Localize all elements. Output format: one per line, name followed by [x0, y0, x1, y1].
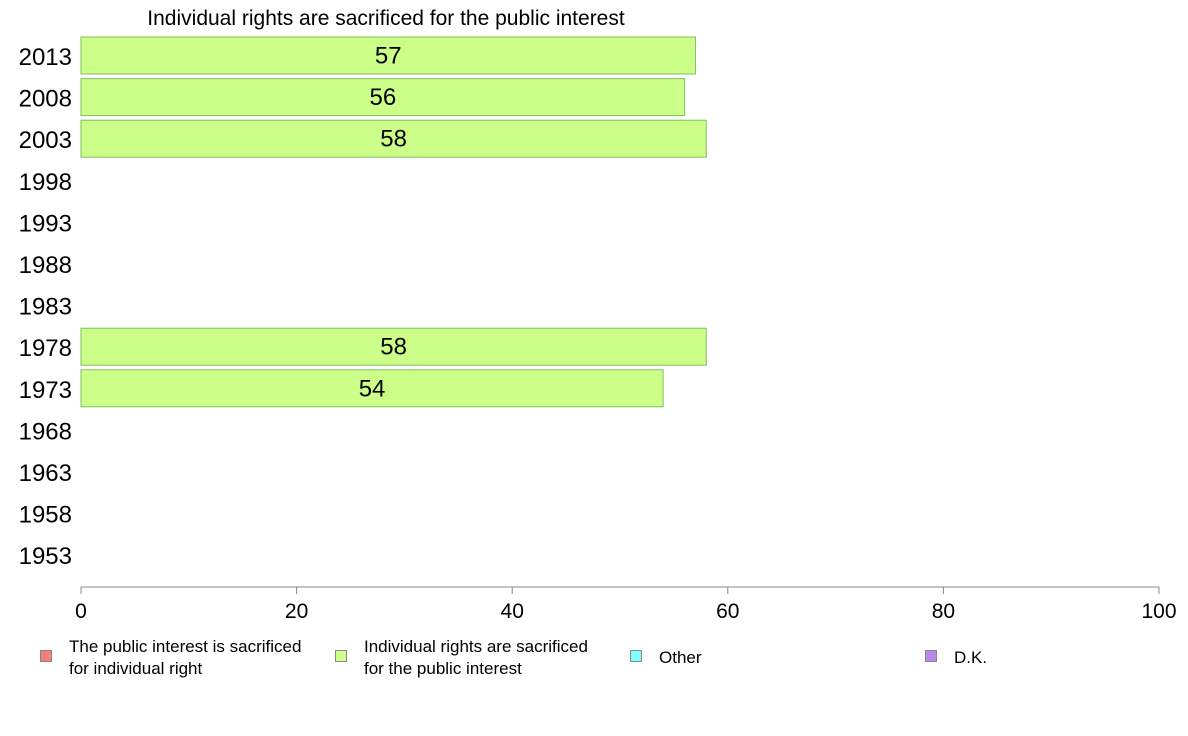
legend-item: D.K. [925, 636, 987, 669]
y-tick-label: 1998 [19, 169, 72, 196]
bar-data-label: 56 [369, 84, 396, 111]
y-tick-label: 1973 [19, 377, 72, 404]
legend-label: D.K. [954, 648, 988, 667]
x-tick-label: 80 [932, 600, 955, 623]
chart: Individual rights are sacrificed for the… [19, 7, 1177, 623]
bar [80, 369, 664, 408]
legend-swatch [40, 650, 52, 662]
legend-swatch [335, 650, 347, 662]
bar [80, 327, 707, 366]
x-tick-label: 40 [501, 600, 524, 623]
y-axis: 2013 2008 2003 1998 1993 1988 1983 1978 1973 1968… [19, 44, 72, 570]
legend-item: Individual rights are sacrificed for the… [335, 636, 588, 680]
legend-label: Other [659, 648, 702, 667]
legend: The public interest is sacrificed for in… [0, 636, 1188, 696]
y-tick-label: 2008 [19, 86, 72, 113]
bar [80, 36, 696, 75]
y-tick-label: 1968 [19, 418, 72, 445]
bar-data-label: 54 [359, 375, 386, 402]
y-tick-label: 1993 [19, 210, 72, 237]
x-tick-label: 60 [716, 600, 739, 623]
y-tick-label: 1978 [19, 335, 72, 362]
legend-label: The public interest is sacrificed for in… [69, 637, 302, 678]
x-tick-label: 0 [75, 600, 87, 623]
y-tick-label: 1988 [19, 252, 72, 279]
legend-label: Individual rights are sacrificed for the… [364, 637, 588, 678]
y-tick-label: 2013 [19, 44, 72, 71]
bar-data-label: 58 [380, 126, 407, 153]
bar-data-label: 57 [375, 43, 402, 70]
legend-swatch [925, 650, 937, 662]
x-tick-label: 20 [285, 600, 308, 623]
bar [80, 78, 686, 117]
bar-data-label: 58 [380, 334, 407, 361]
legend-item: The public interest is sacrificed for in… [40, 636, 301, 680]
y-tick-label: 1983 [19, 294, 72, 321]
chart-title: Individual rights are sacrificed for the… [147, 7, 625, 30]
legend-item: Other [630, 636, 702, 669]
y-tick-label: 1963 [19, 460, 72, 487]
bar [80, 119, 707, 158]
y-tick-label: 1953 [19, 543, 72, 570]
x-tick-label: 100 [1141, 600, 1176, 623]
bars-layer: 57 56 58 58 54 [80, 36, 707, 408]
x-axis: 0 20 40 60 80 100 [75, 586, 1177, 623]
y-tick-label: 2003 [19, 127, 72, 154]
legend-swatch [630, 650, 642, 662]
y-tick-label: 1958 [19, 502, 72, 529]
